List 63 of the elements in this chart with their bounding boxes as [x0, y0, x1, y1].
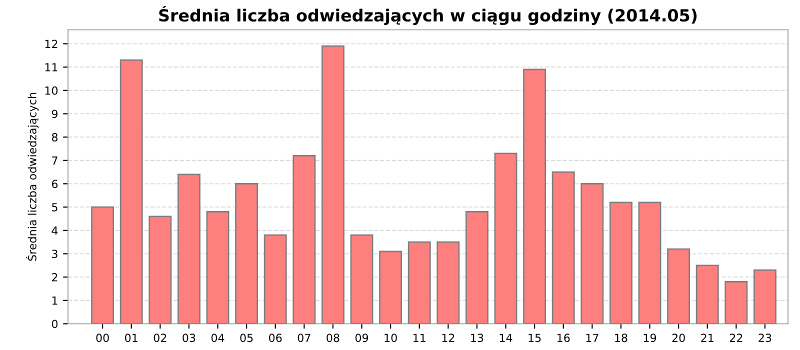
bar [206, 211, 230, 324]
bar [436, 241, 460, 324]
bar [638, 202, 662, 324]
x-tick-label: 20 [672, 334, 685, 342]
x-tick-label: 10 [384, 334, 397, 342]
x-tick-label: 11 [414, 334, 426, 342]
bar [235, 183, 258, 324]
x-tick-label: 07 [298, 334, 310, 342]
x-tick-label: 14 [500, 334, 512, 342]
bar [724, 281, 748, 324]
bar [609, 202, 632, 324]
x-tick-label: 03 [182, 334, 196, 342]
bar [91, 206, 114, 324]
bar [350, 234, 374, 324]
x-tick-label: 04 [211, 334, 224, 342]
x-tick-label: 19 [644, 334, 656, 342]
x-tick-label: 02 [154, 334, 166, 342]
x-tick-label: 22 [730, 334, 742, 342]
bar [696, 264, 719, 324]
x-tick-label: 06 [269, 334, 282, 342]
bar [523, 68, 546, 324]
bar [148, 216, 172, 324]
bar [177, 174, 200, 324]
y-tick-label: 0 [52, 320, 58, 328]
bar [494, 152, 518, 324]
x-tick-label: 00 [96, 334, 109, 342]
x-tick-label: 17 [586, 334, 598, 342]
x-tick-label: 12 [442, 334, 454, 342]
x-tick-label: 05 [240, 334, 253, 342]
bar [408, 241, 431, 324]
y-tick-label: 11 [45, 63, 58, 72]
bar [465, 211, 488, 324]
y-axis-title: Średnia liczba odwiedzających [26, 92, 39, 261]
y-tick-label: 7 [52, 156, 58, 165]
x-tick-label: 01 [125, 334, 138, 342]
x-tick-label: 16 [558, 334, 570, 342]
x-tick-label: 09 [355, 334, 368, 342]
bar [580, 183, 604, 324]
bar [667, 248, 690, 324]
y-tick-label: 12 [45, 40, 58, 48]
bar [120, 59, 143, 324]
bar [753, 269, 776, 324]
x-tick-label: 15 [528, 334, 541, 342]
y-tick-label: 4 [52, 226, 58, 235]
bar [321, 45, 344, 324]
y-tick-label: 5 [52, 203, 58, 212]
x-tick-label: 21 [701, 334, 714, 342]
y-tick-label: 9 [52, 110, 58, 118]
bar [379, 250, 402, 324]
x-tick-label: 08 [326, 334, 340, 342]
y-tick-label: 10 [45, 86, 58, 95]
x-tick-label: 18 [615, 334, 628, 342]
y-tick-label: 6 [52, 180, 58, 188]
y-tick-label: 8 [52, 133, 58, 142]
y-tick-label: 2 [52, 273, 58, 282]
bar [552, 171, 575, 324]
x-tick-label: 23 [758, 334, 772, 342]
y-tick-label: 1 [52, 296, 58, 305]
x-tick-label: 13 [471, 334, 484, 342]
bar [292, 155, 316, 324]
chart-title: Średnia liczba odwiedzających w ciągu godziny (2014.05) [159, 6, 697, 26]
y-tick-label: 3 [52, 250, 58, 258]
bar [264, 234, 287, 324]
